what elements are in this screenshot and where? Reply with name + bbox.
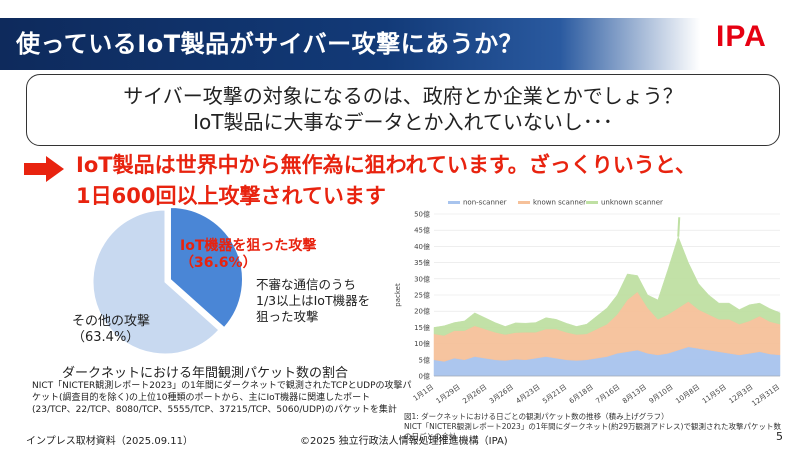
daily-packet-area-chart: 0億 5億 10億 15億 20億 25億 30億 35億 40億 45億 50億 packet 1月1… [394, 199, 781, 408]
x-tick-label: 4月23日 [515, 383, 542, 405]
x-tick-label: 7月16日 [594, 383, 621, 405]
y-tick-label: 0億 [419, 372, 430, 381]
slide-title: 使っているIoT製品がサイバー攻撃にあうか？ [16, 30, 524, 58]
x-tick-label: 12月31日 [750, 383, 781, 408]
chart-caption: 図1: ダークネットにおける日ごとの観測パケット数の推移（積み上げグラフ） NI… [404, 412, 784, 442]
y-tick-label: 15億 [414, 323, 430, 332]
x-tick-label: 9月10日 [648, 383, 675, 405]
pie-other-label: その他の攻撃 [72, 314, 151, 329]
y-tick-label: 45億 [414, 226, 430, 235]
headline-line-2: 1日600回以上攻撃されています [76, 184, 386, 208]
header: 使っているIoT製品がサイバー攻撃にあうか？ IPA [0, 0, 800, 70]
y-axis-label: packet [394, 283, 402, 307]
x-tick-label: 11月5日 [701, 383, 728, 405]
pie-other-percent: （63.4%） [72, 330, 140, 345]
pie-slice-other [92, 209, 220, 355]
pie-label-iot: IoT機器を狙った攻撃 （36.6%） [180, 238, 316, 272]
pie-note-line-1: 不審な通信のうち [256, 277, 357, 292]
peak-spike [677, 217, 681, 237]
y-tick-label: 30億 [414, 274, 430, 283]
question-callout: サイバー攻撃の対象になるのは、政府とか企業とかでしょう？ IoT製品に大事なデー… [26, 74, 780, 146]
pie-iot-percent: （36.6%） [180, 255, 257, 271]
series-area-unknown-scanner [433, 235, 781, 336]
y-tick-label: 25億 [414, 291, 430, 300]
callout-line-2: IoT製品に大事なデータとか入れていないし･･･ [193, 110, 613, 134]
headline: IoT製品は世界中から無作為に狙われています。ざっくりいうと、 1日600回以上… [76, 150, 696, 212]
y-tick-label: 5億 [419, 355, 430, 364]
arrow-right-icon [24, 156, 64, 182]
x-tick-label: 5月21日 [541, 383, 568, 405]
x-tick-label: 2月26日 [461, 383, 488, 405]
legend-label: unknown scanner [601, 199, 663, 207]
pie-label-other: その他の攻撃 （63.4%） [72, 314, 150, 346]
y-tick-label: 20億 [414, 307, 430, 316]
pie-note-line-2: 1/3以上はIoT機器を [256, 293, 371, 308]
pie-note: 不審な通信のうち 1/3以上はIoT機器を 狙った攻撃 [256, 277, 370, 325]
chart-title: 図1: ダークネットにおける日ごとの観測パケット数の推移（積み上げグラフ） [404, 412, 669, 421]
legend-swatch [586, 201, 598, 204]
x-tick-label: 3月26日 [488, 383, 515, 405]
page-number: 5 [776, 430, 783, 443]
x-tick-label: 8月13日 [621, 383, 648, 405]
y-tick-label: 35億 [414, 258, 430, 267]
footer-copyright: ©2025 独立行政法人情報処理推進機構（IPA) [300, 436, 508, 447]
legend-label: non-scanner [463, 199, 507, 207]
x-tick-label: 6月18日 [568, 383, 595, 405]
attack-ratio-pie-chart [92, 207, 243, 355]
y-tick-label: 10億 [414, 339, 430, 348]
pie-note-line-3: 狙った攻撃 [256, 309, 319, 324]
x-tick-label: 1月29日 [435, 383, 462, 405]
legend-label: known scanner [533, 199, 586, 207]
title-bar [0, 18, 700, 70]
legend-swatch [518, 201, 530, 204]
footer-source: インプレス取材資料（2025.09.11） [26, 436, 193, 447]
headline-line-1: IoT製品は世界中から無作為に狙われています。ざっくりいうと、 [76, 153, 696, 177]
y-tick-label: 40億 [414, 242, 430, 251]
callout-line-1: サイバー攻撃の対象になるのは、政府とか企業とかでしょう？ [123, 84, 683, 108]
pie-iot-label: IoT機器を狙った攻撃 [180, 238, 317, 254]
x-tick-label: 10月8日 [674, 383, 701, 405]
pie-slice-iot [169, 207, 243, 329]
x-tick-label: 1月1日 [412, 383, 435, 403]
ipa-logo: IPA [716, 20, 767, 53]
legend-swatch [448, 201, 460, 204]
chart-source: NICT「NICTER観測レポート2023」の1年間にダークネット(約29万観測… [404, 422, 781, 441]
pie-source-note: NICT「NICTER観測レポート2023」の1年間にダークネットで観測されたT… [32, 381, 412, 415]
y-tick-label: 50億 [414, 210, 430, 219]
pie-caption: ダークネットにおける年間観測パケット数の割合 [62, 366, 349, 381]
